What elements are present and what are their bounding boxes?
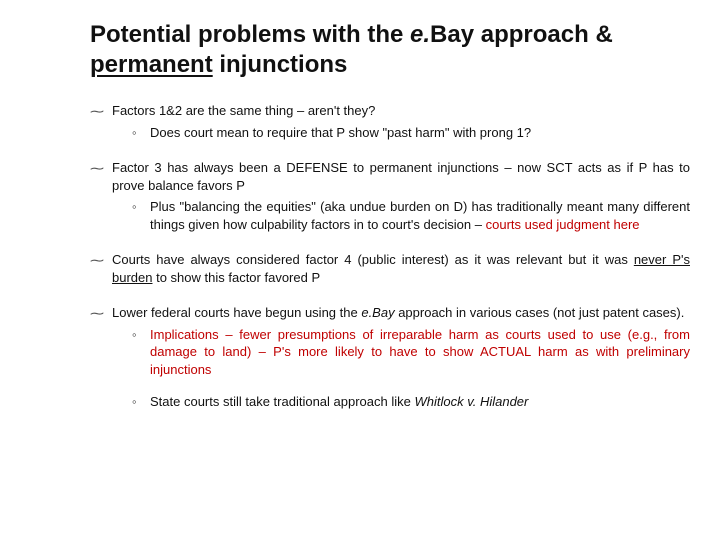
bullet-4-sub-2-ital: Whitlock v. Hilander xyxy=(414,394,528,409)
title-part3: injunctions xyxy=(213,51,348,78)
bullet-2: ⁓ Factor 3 has always been a DEFENSE to … xyxy=(90,159,690,233)
bullet-2-sub-1-red: courts used judgment here xyxy=(486,217,640,232)
bullet-2-sublist: Plus "balancing the equities" (aka undue… xyxy=(112,198,690,233)
title-part2: approach & xyxy=(474,21,613,48)
slide: Potential problems with the e.Bay approa… xyxy=(0,0,720,540)
bullet-3: ⁓ Courts have always considered factor 4… xyxy=(90,251,690,286)
bullet-3-pre: Courts have always considered factor 4 (… xyxy=(112,252,634,267)
bullet-4-sub-1-label: Implications xyxy=(150,327,219,342)
bullet-1-text: Factors 1&2 are the same thing – aren't … xyxy=(112,103,375,118)
bullet-1: ⁓ Factors 1&2 are the same thing – aren'… xyxy=(90,102,690,141)
bullet-1-sub-1: Does court mean to require that P show "… xyxy=(132,124,690,142)
bullet-4-ital: e.Bay xyxy=(361,305,394,320)
bullet-icon: ⁓ xyxy=(90,304,104,323)
title-underlined: permanent xyxy=(90,51,213,78)
bullet-4-sub-1: Implications – fewer presumptions of irr… xyxy=(132,326,690,379)
bullet-list: ⁓ Factors 1&2 are the same thing – aren'… xyxy=(90,102,690,410)
title-ebay-rest: Bay xyxy=(430,21,474,48)
bullet-4-sublist: Implications – fewer presumptions of irr… xyxy=(112,326,690,410)
bullet-1-sublist: Does court mean to require that P show "… xyxy=(112,124,690,142)
bullet-4-sub-2-pre: State courts still take traditional appr… xyxy=(150,394,414,409)
title-part1: Potential problems with the xyxy=(90,21,410,48)
bullet-1-sub-1-text: Does court mean to require that P show "… xyxy=(150,125,531,140)
bullet-2-text: Factor 3 has always been a DEFENSE to pe… xyxy=(112,160,690,193)
bullet-2-sub-1: Plus "balancing the equities" (aka undue… xyxy=(132,198,690,233)
bullet-4-pre: Lower federal courts have begun using th… xyxy=(112,305,361,320)
bullet-4-sub-1-text: – fewer presumptions of irreparable harm… xyxy=(150,327,690,377)
bullet-4: ⁓ Lower federal courts have begun using … xyxy=(90,304,690,410)
title-ebay-prefix: e. xyxy=(410,21,430,48)
bullet-icon: ⁓ xyxy=(90,102,104,121)
bullet-icon: ⁓ xyxy=(90,251,104,270)
bullet-4-post: approach in various cases (not just pate… xyxy=(395,305,685,320)
bullet-4-sub-2: State courts still take traditional appr… xyxy=(132,393,690,411)
bullet-3-post: to show this factor favored P xyxy=(152,270,320,285)
slide-title: Potential problems with the e.Bay approa… xyxy=(90,20,690,80)
bullet-icon: ⁓ xyxy=(90,159,104,178)
